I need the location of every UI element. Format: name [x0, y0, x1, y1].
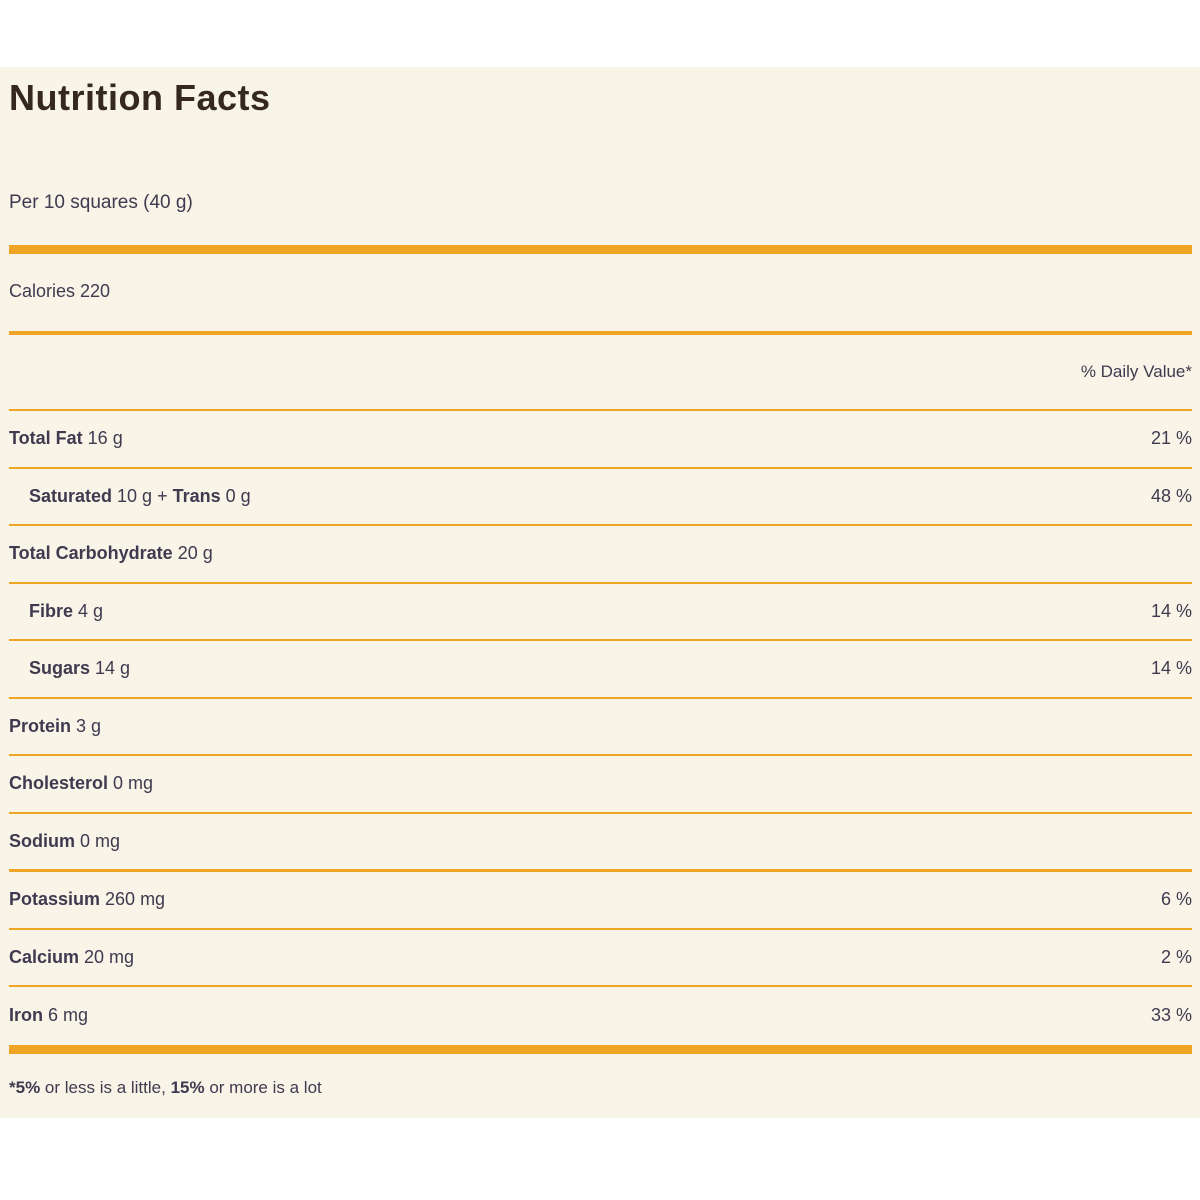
footnote-bold-15pct: 15%: [170, 1077, 205, 1097]
nutrient-row-potassium: Potassium 260 mg 6 %: [9, 872, 1192, 930]
nutrient-name: Iron: [9, 1005, 43, 1026]
nutrient-name: Saturated: [29, 485, 113, 506]
nutrient-label: Total Fat 16 g: [9, 428, 123, 449]
nutrient-amount: 10 g +: [112, 485, 173, 506]
nutrient-label: Saturated 10 g + Trans 0 g: [9, 486, 251, 507]
nutrient-name: Total Fat: [9, 428, 83, 449]
nutrient-amount: 16 g: [82, 428, 123, 449]
footnote-text-lot: or more is a lot: [204, 1077, 322, 1097]
nutrient-label: Protein 3 g: [9, 716, 101, 737]
nutrient-amount: 0 mg: [75, 830, 121, 851]
nutrient-daily-value: 14 %: [1150, 658, 1192, 679]
nutrient-daily-value: 33 %: [1150, 1005, 1192, 1026]
nutrient-row-fibre: Fibre 4 g 14 %: [9, 584, 1192, 641]
nutrition-facts-title: Nutrition Facts: [9, 77, 271, 118]
nutrient-amount-secondary: 0 g: [220, 485, 251, 506]
nutrient-name-secondary: Trans: [172, 485, 221, 506]
nutrition-facts-panel: Nutrition Facts Per 10 squares (40 g) Ca…: [0, 67, 1200, 1118]
footnote-bold-5pct: *5%: [9, 1077, 41, 1097]
nutrient-label: Cholesterol 0 mg: [9, 773, 153, 794]
nutrient-name: Total Carbohydrate: [9, 543, 173, 564]
nutrient-label: Calcium 20 mg: [9, 947, 134, 968]
nutrient-amount: 0 mg: [108, 773, 154, 794]
nutrient-row-iron: Iron 6 mg 33 %: [9, 987, 1192, 1045]
nutrient-label: Iron 6 mg: [9, 1005, 88, 1026]
serving-size-text: Per 10 squares (40 g): [9, 192, 193, 213]
nutrient-amount: 260 mg: [100, 889, 166, 910]
nutrient-name: Calcium: [9, 946, 80, 967]
nutrient-amount: 6 mg: [43, 1005, 89, 1026]
nutrient-daily-value: 48 %: [1150, 485, 1192, 506]
nutrient-daily-value: 21 %: [1150, 428, 1192, 449]
nutrient-row-calcium: Calcium 20 mg 2 %: [9, 930, 1192, 987]
nutrient-amount: 3 g: [71, 715, 102, 736]
nutrient-row-saturated-trans: Saturated 10 g + Trans 0 g 48 %: [9, 469, 1192, 526]
nutrient-name: Potassium: [9, 889, 101, 910]
nutrient-row-sodium: Sodium 0 mg: [9, 814, 1192, 872]
nutrient-name: Cholesterol: [9, 773, 109, 794]
nutrient-row-total-carbohydrate: Total Carbohydrate 20 g: [9, 526, 1192, 584]
nutrient-label: Sugars 14 g: [9, 658, 130, 679]
nutrient-label: Total Carbohydrate 20 g: [9, 543, 213, 564]
nutrient-daily-value: 14 %: [1150, 600, 1192, 621]
nutrient-label: Fibre 4 g: [9, 601, 103, 622]
nutrient-row-sugars: Sugars 14 g 14 %: [9, 641, 1192, 699]
nutrient-name: Sodium: [9, 830, 75, 851]
nutrient-amount: 4 g: [73, 600, 104, 621]
nutrient-name: Sugars: [29, 658, 91, 679]
divider-thick-top: [9, 245, 1192, 254]
nutrient-amount: 20 mg: [79, 946, 135, 967]
daily-value-footnote: *5% or less is a little, 15% or more is …: [9, 1077, 1192, 1099]
nutrient-amount: 20 g: [172, 543, 213, 564]
nutrient-label: Potassium 260 mg: [9, 889, 165, 910]
divider-medium-calories: [9, 331, 1192, 335]
footnote-text-little: or less is a little,: [40, 1077, 171, 1097]
calories-text: Calories 220: [9, 281, 111, 301]
nutrient-daily-value: 2 %: [1160, 946, 1192, 967]
nutrient-label: Sodium 0 mg: [9, 831, 120, 852]
nutrient-name: Protein: [9, 715, 72, 736]
nutrient-daily-value: 6 %: [1160, 889, 1192, 910]
nutrient-row-protein: Protein 3 g: [9, 699, 1192, 756]
nutrient-name: Fibre: [29, 600, 74, 621]
daily-value-header: % Daily Value*: [9, 335, 1192, 411]
nutrient-amount: 14 g: [90, 658, 131, 679]
nutrient-row-cholesterol: Cholesterol 0 mg: [9, 756, 1192, 814]
divider-thick-bottom: [9, 1044, 1192, 1054]
nutrient-row-total-fat: Total Fat 16 g 21 %: [9, 411, 1192, 469]
